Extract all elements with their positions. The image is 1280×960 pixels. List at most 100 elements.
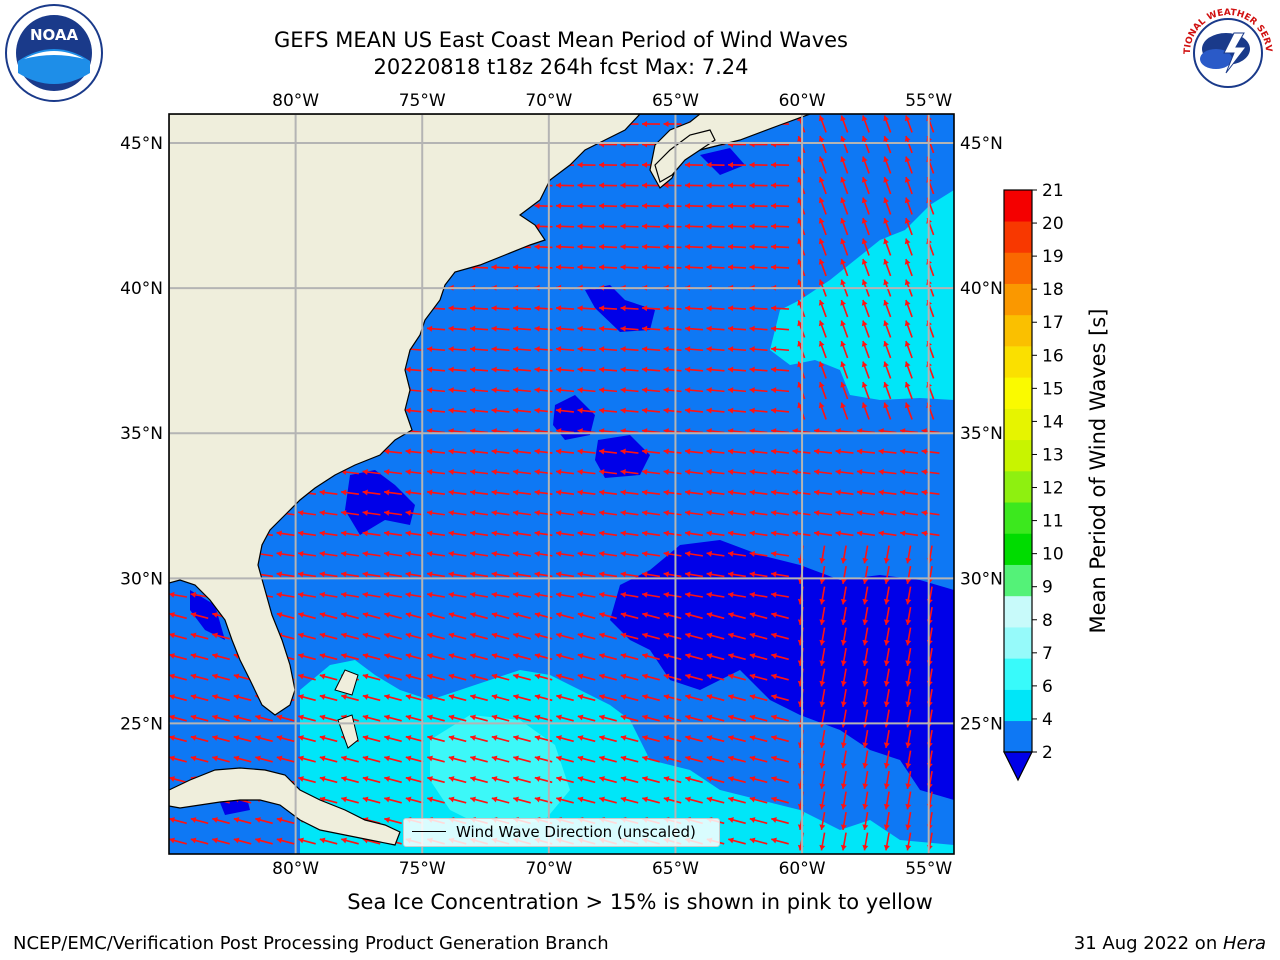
wave-direction-arrow: [840, 832, 847, 851]
wave-direction-arrow: [426, 530, 446, 537]
wave-direction-arrow: [641, 202, 661, 209]
wave-direction-arrow: [362, 550, 381, 557]
wave-direction-arrow: [426, 448, 446, 455]
wave-direction-arrow: [883, 770, 890, 790]
wave-direction-arrow: [491, 632, 510, 640]
wave-direction-arrow: [426, 509, 446, 516]
wave-direction-arrow: [663, 407, 682, 414]
wave-direction-arrow: [663, 755, 682, 763]
wave-direction-arrow: [384, 714, 402, 722]
wave-zone-below-2-e: [700, 148, 745, 175]
wave-direction-arrow: [620, 346, 639, 353]
wave-direction-arrow: [883, 361, 892, 379]
wave-direction-arrow: [728, 612, 746, 620]
wave-zone-6-7-south: [430, 715, 570, 830]
wave-direction-arrow: [749, 673, 768, 681]
wave-direction-arrow: [276, 714, 295, 722]
wave-direction-arrow: [577, 571, 596, 578]
wave-direction-arrow: [405, 694, 424, 702]
wave-direction-arrow: [904, 299, 913, 318]
colorbar-segment: [1004, 533, 1032, 565]
wave-direction-arrow: [448, 509, 467, 516]
wave-direction-arrow: [883, 565, 890, 585]
wave-direction-arrow: [862, 770, 869, 790]
wave-direction-arrow: [663, 632, 682, 640]
wave-direction-arrow: [749, 714, 768, 722]
wave-direction-arrow: [770, 591, 790, 598]
wave-direction-arrow: [491, 489, 510, 496]
wave-direction-arrow: [861, 320, 870, 338]
wave-direction-arrow: [405, 571, 424, 578]
chart-title: GEFS MEAN US East Coast Mean Period of W…: [274, 28, 848, 52]
wave-direction-arrow: [362, 714, 381, 722]
wave-direction-arrow: [319, 673, 338, 681]
wave-direction-arrow: [663, 243, 682, 250]
wave-direction-arrow: [190, 817, 209, 825]
wave-direction-arrow: [384, 694, 402, 702]
wave-direction-arrow: [663, 448, 682, 455]
wave-direction-arrow: [190, 653, 209, 661]
wave-direction-arrow: [555, 243, 575, 250]
wave-direction-arrow: [598, 243, 618, 250]
wave-direction-arrow: [921, 469, 940, 475]
wave-direction-arrow: [470, 673, 488, 681]
wave-direction-arrow: [405, 714, 424, 722]
wave-direction-arrow: [684, 571, 704, 578]
wave-direction-arrow: [840, 176, 849, 195]
wave-direction-arrow: [728, 673, 746, 681]
wave-direction-arrow: [448, 325, 467, 332]
wave-direction-arrow: [599, 735, 617, 743]
wave-direction-arrow: [727, 325, 747, 332]
wave-direction-arrow: [641, 305, 661, 312]
wave-direction-arrow: [469, 366, 489, 373]
wave-direction-arrow: [749, 202, 768, 209]
wave-direction-arrow: [663, 489, 682, 496]
wave-direction-arrow: [212, 755, 230, 763]
wave-direction-arrow: [819, 811, 826, 831]
wave-direction-arrow: [856, 448, 876, 455]
wave-direction-arrow: [840, 770, 847, 790]
lon-tick-label-bottom: 75°W: [399, 859, 446, 879]
wave-direction-arrow: [169, 755, 187, 763]
wave-direction-arrow: [642, 653, 660, 661]
wave-direction-arrow: [684, 243, 704, 250]
wave-direction-arrow: [862, 832, 869, 851]
wave-direction-arrow: [469, 346, 489, 353]
wave-direction-arrow: [599, 694, 617, 702]
wave-direction-arrow: [555, 407, 575, 414]
wave-direction-arrow: [620, 755, 639, 763]
wave-direction-arrow: [405, 448, 424, 455]
wave-direction-arrow: [512, 346, 532, 353]
wave-direction-arrow: [341, 653, 359, 661]
colorbar-segment: [1004, 627, 1032, 659]
wave-direction-arrow: [899, 530, 919, 537]
wave-direction-arrow: [862, 729, 869, 749]
wave-direction-arrow: [426, 346, 446, 353]
wave-direction-arrow: [190, 673, 209, 681]
wave-direction-arrow: [861, 340, 870, 359]
wave-direction-arrow: [448, 755, 467, 763]
wave-direction-arrow: [818, 217, 827, 236]
wave-direction-arrow: [491, 509, 510, 516]
wave-direction-arrow: [470, 755, 488, 763]
land-bahamas: [334, 669, 359, 749]
wave-direction-arrow: [297, 591, 317, 598]
wave-direction-arrow: [878, 469, 897, 475]
wave-direction-arrow: [905, 606, 912, 626]
wave-direction-arrow: [641, 223, 661, 230]
wave-direction-arrow: [169, 735, 187, 743]
wave-direction-arrow: [883, 340, 892, 359]
wave-direction-arrow: [598, 202, 618, 209]
wave-direction-arrow: [684, 366, 704, 373]
wave-direction-arrow: [728, 817, 746, 825]
wave-direction-arrow: [883, 606, 890, 626]
wave-direction-arrow: [620, 776, 639, 784]
wave-direction-arrow: [448, 714, 467, 722]
wave-direction-arrow: [878, 509, 897, 516]
wave-direction-arrow: [362, 509, 381, 516]
wave-direction-arrow: [470, 714, 488, 722]
wave-direction-arrow: [706, 735, 725, 743]
wave-direction-arrow: [685, 755, 703, 763]
wave-direction-arrow: [405, 591, 424, 598]
wave-direction-arrow: [620, 796, 639, 804]
